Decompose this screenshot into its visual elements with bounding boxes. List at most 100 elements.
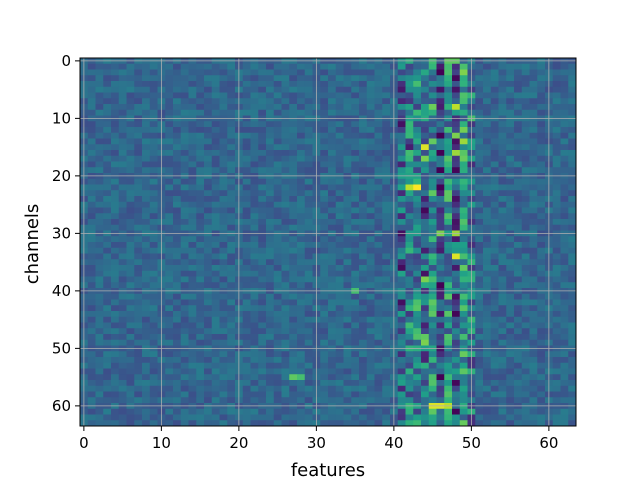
heatmap-cell: [428, 207, 437, 214]
heatmap-cell: [351, 374, 360, 381]
heatmap-cell: [506, 121, 515, 128]
heatmap-cell: [242, 362, 251, 369]
heatmap-cell: [328, 374, 337, 381]
heatmap-cell: [242, 391, 251, 398]
heatmap-cell: [95, 247, 104, 254]
heatmap-cell: [475, 201, 484, 208]
heatmap-cell: [219, 167, 228, 174]
heatmap-cell: [281, 92, 290, 99]
heatmap-cell: [219, 98, 228, 105]
heatmap-cell: [266, 380, 275, 387]
heatmap-cell: [304, 190, 313, 197]
heatmap-cell: [382, 121, 391, 128]
heatmap-cell: [529, 265, 538, 272]
heatmap-cell: [103, 207, 112, 214]
heatmap-cell: [196, 293, 205, 300]
heatmap-cell: [475, 385, 484, 392]
heatmap-cell: [506, 104, 515, 111]
heatmap-cell: [359, 357, 368, 364]
heatmap-cell: [250, 75, 259, 82]
heatmap-cell: [459, 104, 468, 111]
heatmap-cell: [297, 184, 306, 191]
heatmap-cell: [405, 109, 414, 116]
heatmap-cell: [483, 397, 492, 404]
heatmap-cell: [281, 322, 290, 329]
heatmap-cell: [219, 247, 228, 254]
heatmap-cell: [149, 201, 158, 208]
heatmap-cell: [134, 362, 143, 369]
heatmap-cell: [374, 184, 383, 191]
heatmap-cell: [118, 104, 127, 111]
heatmap-cell: [405, 155, 414, 162]
heatmap-cell: [196, 75, 205, 82]
heatmap-cell: [413, 224, 422, 231]
heatmap-cell: [258, 121, 267, 128]
heatmap-cell: [366, 299, 375, 306]
heatmap-cell: [297, 351, 306, 358]
heatmap-cell: [413, 270, 422, 277]
heatmap-cell: [366, 368, 375, 375]
heatmap-cell: [483, 385, 492, 392]
heatmap-cell: [552, 184, 561, 191]
heatmap-cell: [328, 311, 337, 318]
heatmap-cell: [405, 311, 414, 318]
heatmap-cell: [351, 305, 360, 312]
heatmap-cell: [514, 293, 523, 300]
heatmap-cell: [204, 63, 213, 70]
heatmap-cell: [211, 362, 220, 369]
heatmap-cell: [490, 132, 499, 139]
heatmap-cell: [351, 253, 360, 260]
heatmap-cell: [142, 236, 151, 243]
heatmap-cell: [134, 127, 143, 134]
heatmap-cell: [452, 224, 461, 231]
heatmap-cell: [289, 196, 298, 203]
heatmap-cell: [498, 270, 507, 277]
heatmap-cell: [514, 178, 523, 185]
heatmap-cell: [475, 374, 484, 381]
heatmap-cell: [421, 121, 430, 128]
heatmap-cell: [514, 207, 523, 214]
heatmap-cell: [568, 236, 577, 243]
heatmap-cell: [320, 247, 329, 254]
heatmap-cell: [343, 374, 352, 381]
heatmap-cell: [366, 270, 375, 277]
heatmap-cell: [514, 196, 523, 203]
heatmap-cell: [142, 63, 151, 70]
heatmap-cell: [266, 316, 275, 323]
heatmap-cell: [397, 316, 406, 323]
heatmap-cell: [490, 184, 499, 191]
heatmap-cell: [134, 334, 143, 341]
heatmap-cell: [397, 305, 406, 312]
heatmap-cell: [126, 368, 135, 375]
heatmap-cell: [459, 328, 468, 335]
heatmap-cell: [142, 351, 151, 358]
heatmap-cell: [111, 385, 120, 392]
heatmap-cell: [498, 178, 507, 185]
heatmap-cell: [521, 207, 530, 214]
heatmap-cell: [335, 86, 344, 93]
heatmap-cell: [382, 167, 391, 174]
heatmap-cell: [289, 75, 298, 82]
heatmap-cell: [537, 104, 546, 111]
heatmap-cell: [459, 207, 468, 214]
heatmap-cell: [219, 299, 228, 306]
heatmap-cell: [111, 190, 120, 197]
heatmap-cell: [483, 305, 492, 312]
heatmap-cell: [266, 104, 275, 111]
heatmap-cell: [219, 219, 228, 226]
heatmap-cell: [529, 368, 538, 375]
heatmap-cell: [142, 219, 151, 226]
heatmap-cell: [289, 380, 298, 387]
heatmap-cell: [95, 362, 104, 369]
heatmap-cell: [142, 334, 151, 341]
heatmap-cell: [568, 293, 577, 300]
heatmap-cell: [335, 132, 344, 139]
heatmap-cell: [521, 334, 530, 341]
heatmap-cell: [366, 305, 375, 312]
heatmap-cell: [537, 385, 546, 392]
heatmap-cell: [560, 178, 569, 185]
heatmap-cell: [529, 259, 538, 266]
heatmap-cell: [452, 144, 461, 151]
heatmap-cell: [281, 138, 290, 145]
heatmap-cell: [521, 138, 530, 145]
